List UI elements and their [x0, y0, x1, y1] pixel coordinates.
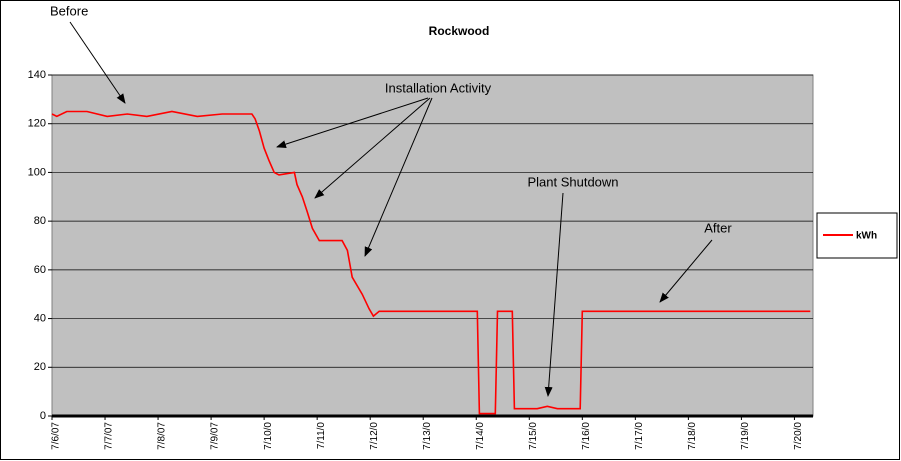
y-tick-label: 80: [34, 215, 46, 227]
x-tick-label: 7/20/0: [793, 422, 804, 450]
x-tick-label: 7/11/0: [316, 422, 327, 449]
plot-area: [51, 74, 814, 417]
annotation: Plant Shutdown: [527, 174, 618, 189]
annotation-arrow: [314, 97, 431, 199]
x-tick-label: 7/9/07: [210, 422, 221, 450]
annotation-arrow: [364, 97, 433, 257]
x-tick-label: 7/12/0: [369, 422, 380, 450]
x-tick-label: 7/8/07: [157, 422, 168, 450]
y-tick-label: 40: [34, 312, 46, 324]
x-tick-label: 7/17/0: [634, 422, 645, 450]
annotation-arrow: [544, 192, 564, 397]
x-tick-label: 7/6/07: [51, 422, 62, 450]
x-tick-label: 7/7/07: [104, 422, 115, 450]
y-tick-label: 20: [34, 361, 46, 373]
x-tick-label: 7/15/0: [528, 422, 539, 450]
x-tick-label: 7/19/0: [740, 422, 751, 450]
annotation-arrow: [659, 239, 713, 303]
annotation: Installation Activity: [385, 80, 492, 95]
x-tick-label: 7/14/0: [475, 422, 486, 450]
legend: [816, 212, 898, 259]
legend-label: kWh: [856, 231, 877, 242]
x-tick-label: 7/16/0: [581, 422, 592, 450]
y-tick-label: 60: [34, 264, 46, 276]
chart-title: Rockwood: [429, 24, 490, 38]
y-tick-label: 100: [28, 166, 46, 178]
marks: [51, 110, 811, 415]
annotation-arrow: [276, 97, 429, 149]
data-line: [51, 110, 811, 415]
x-tick-label: 7/13/0: [422, 422, 433, 450]
y-tick-label: 0: [40, 410, 46, 422]
annotation: After: [704, 220, 732, 235]
x-tick-label: 7/18/0: [687, 422, 698, 450]
y-tick-label: 140: [28, 69, 46, 81]
y-tick-label: 120: [28, 118, 46, 130]
annotation-arrow: [69, 21, 126, 104]
x-tick-label: 7/10/0: [263, 422, 274, 450]
annotation: Before: [50, 3, 88, 18]
